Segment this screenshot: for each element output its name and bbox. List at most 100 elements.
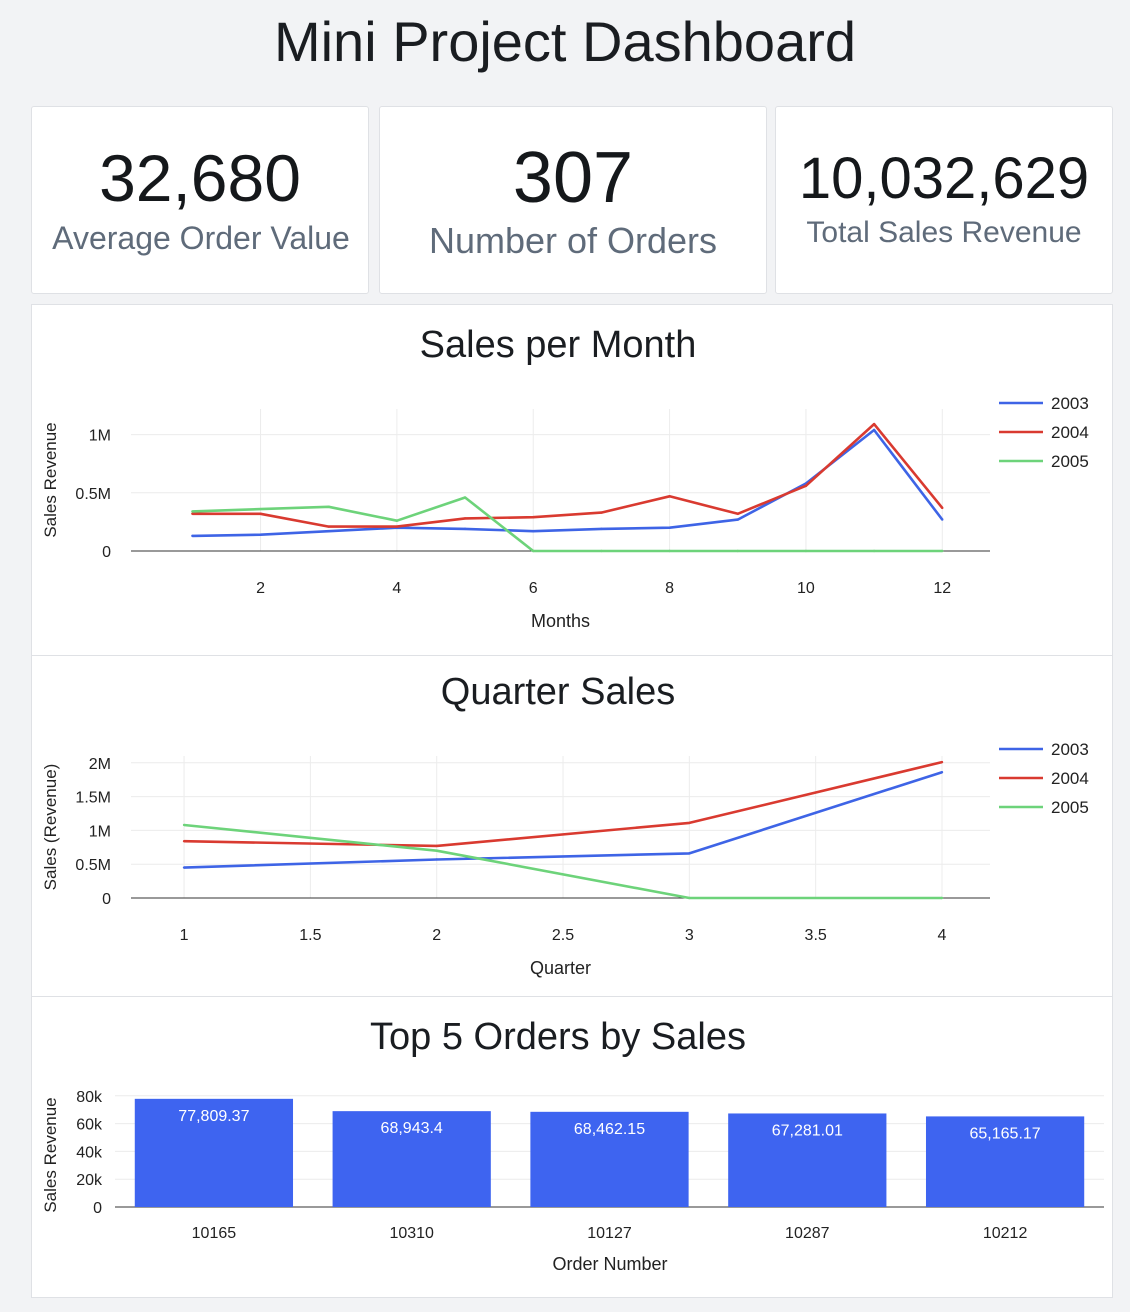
data-point-2004 (940, 760, 944, 764)
y-axis-label: Sales Revenue (41, 422, 60, 537)
data-point-2005 (668, 549, 671, 553)
x-tick-label: 10127 (587, 1225, 632, 1242)
data-point-2004 (600, 511, 603, 514)
x-tick-label: 6 (529, 580, 538, 597)
data-point-2003 (191, 534, 194, 538)
bar-10212 (925, 1116, 1085, 1207)
y-tick-label: 0 (102, 891, 111, 908)
x-tick-label: 3 (685, 927, 694, 944)
kpi-label: Average Order Value (52, 220, 350, 256)
x-tick-label: 10287 (785, 1225, 830, 1242)
data-point-2005 (463, 496, 467, 499)
data-point-2004 (395, 525, 399, 528)
series-line-2005 (183, 823, 942, 900)
data-point-2005 (395, 519, 399, 522)
data-point-2005 (688, 896, 691, 900)
data-point-2005 (804, 549, 808, 553)
data-point-2003 (182, 866, 186, 869)
chart-title: Top 5 Orders by Sales (370, 1016, 746, 1058)
quarter-sales-card: Quarter Sales 1 1.5 2 2.5 3 3.5 4 0 0.5M 1M 1.5M 2M Q… (31, 655, 1113, 997)
data-point-2004 (463, 517, 467, 520)
sales-per-month-chart: Sales per Month 2 4 6 8 10 12 0 0.5M 1M Months Sale… (41, 324, 1089, 631)
data-point-2005 (940, 896, 944, 900)
kpi-label: Number of Orders (428, 220, 718, 261)
data-point-2003 (940, 771, 944, 774)
quarter-sales-chart: Quarter Sales 1 1.5 2 2.5 3 3.5 4 0 0.5M 1M 1.5M 2M Q… (41, 671, 1089, 978)
data-point-2005 (736, 549, 739, 553)
y-tick-label: 80k (76, 1089, 103, 1106)
data-point-2004 (804, 484, 808, 488)
data-point-2003 (435, 858, 438, 861)
legend-label-2003: 2003 (1051, 394, 1089, 413)
x-axis-label: Quarter (530, 958, 591, 978)
bar-10310 (332, 1111, 491, 1207)
top-orders-card: Top 5 Orders by Sales 0 20k 40k 60k 80k 77,809… (31, 996, 1113, 1298)
y-tick-label: 20k (76, 1172, 103, 1189)
bar-data-label: 68,462.15 (574, 1121, 645, 1138)
y-axis-label: Sales (Revenue) (41, 764, 60, 891)
bar-data-label: 68,943.4 (381, 1120, 443, 1137)
data-point-2005 (327, 505, 330, 508)
bar-10127 (530, 1111, 689, 1207)
data-point-2005 (941, 549, 944, 553)
data-point-2003 (463, 527, 467, 531)
legend-label-2003: 2003 (1051, 740, 1089, 759)
data-point-2003 (532, 530, 535, 533)
legend-label-2005: 2005 (1051, 452, 1089, 471)
kpi-label: Total Sales Revenue (806, 216, 1082, 249)
data-point-2003 (736, 518, 739, 521)
series-line-2004 (184, 760, 943, 848)
data-point-2005 (182, 823, 186, 827)
x-tick-label: 10310 (389, 1225, 434, 1242)
kpi-card-number-of-orders: 307 Number of Orders (379, 106, 767, 294)
x-tick-label: 3.5 (805, 927, 827, 944)
y-tick-label: 0.5M (75, 486, 111, 503)
y-tick-label: 0 (102, 544, 111, 561)
data-point-2003 (327, 530, 330, 533)
chart-title: Sales per Month (420, 324, 697, 366)
data-point-2004 (736, 512, 739, 515)
bar-10165 (134, 1098, 294, 1207)
x-tick-label: 8 (665, 580, 674, 597)
y-tick-label: 2M (89, 756, 111, 773)
data-point-2004 (182, 840, 186, 843)
data-point-2005 (191, 510, 194, 513)
x-tick-label: 12 (933, 580, 951, 597)
sales-per-month-card: Sales per Month 2 4 6 8 10 12 0 0.5M 1M Months Sale… (31, 304, 1113, 656)
series-line-2004 (192, 422, 944, 528)
x-tick-label: 1.5 (299, 927, 321, 944)
x-tick-label: 4 (392, 580, 401, 597)
data-point-2004 (872, 422, 876, 426)
y-tick-label: 0 (93, 1200, 102, 1217)
page-title: Mini Project Dashboard (273, 10, 857, 73)
data-point-2004 (668, 495, 671, 498)
data-point-2004 (259, 512, 262, 515)
legend-label-2005: 2005 (1051, 798, 1089, 817)
data-point-2005 (532, 549, 535, 553)
bar-data-label: 67,281.01 (772, 1122, 843, 1139)
bar-data-label: 65,165.17 (970, 1125, 1041, 1142)
y-tick-label: 1M (89, 823, 111, 840)
x-tick-label: 2 (432, 927, 441, 944)
y-axis-label: Sales Revenue (41, 1097, 60, 1212)
x-tick-label: 10 (797, 580, 815, 597)
kpi-card-total-sales-revenue: 10,032,629 Total Sales Revenue (775, 106, 1113, 294)
x-tick-label: 2 (256, 580, 265, 597)
kpi-value: 307 (512, 138, 634, 218)
data-point-2004 (435, 844, 438, 848)
bar-data-label: 77,809.37 (178, 1108, 249, 1125)
data-point-2005 (872, 549, 876, 553)
data-point-2003 (668, 526, 671, 529)
y-tick-label: 60k (76, 1117, 103, 1134)
data-point-2004 (941, 506, 944, 510)
series-line-2003 (192, 428, 944, 538)
kpi-value: 32,680 (99, 141, 301, 215)
data-point-2005 (600, 549, 603, 553)
kpi-value: 10,032,629 (798, 146, 1090, 211)
data-point-2003 (688, 852, 691, 855)
chart-title: Quarter Sales (441, 671, 675, 713)
data-point-2004 (191, 512, 194, 515)
data-point-2004 (327, 525, 330, 528)
legend-label-2004: 2004 (1051, 769, 1089, 788)
data-point-2004 (532, 516, 535, 519)
